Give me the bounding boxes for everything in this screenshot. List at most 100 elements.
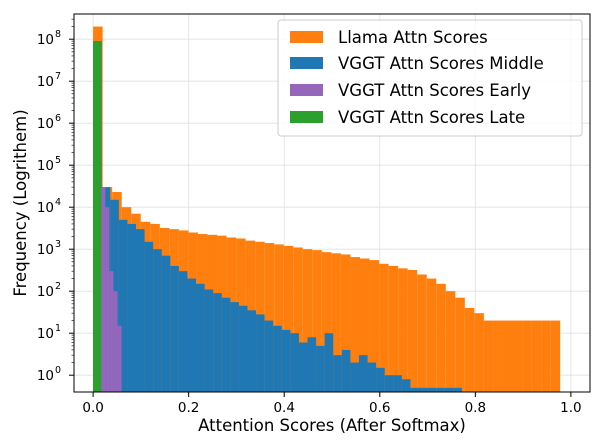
legend-box (277, 19, 583, 137)
x-tick-label: 0.8 (465, 400, 486, 416)
bar (324, 333, 334, 392)
bar (204, 289, 214, 392)
series-3-bars (93, 41, 102, 392)
x-tick-label: 0.6 (369, 400, 390, 416)
y-tick-exponent: 1 (55, 323, 61, 334)
x-tick-label: 0.2 (178, 400, 199, 416)
y-tick-label: 10 (37, 158, 54, 174)
bar (455, 297, 465, 392)
bar (445, 291, 456, 392)
bar (531, 320, 542, 392)
bar (264, 243, 275, 392)
bar (340, 254, 351, 392)
y-tick-exponent: 4 (55, 197, 61, 208)
y-tick-exponent: 3 (55, 239, 61, 250)
bar (187, 278, 197, 392)
x-axis-ticks: 0.0 0.2 0.4 0.6 0.8 1.0 (82, 392, 582, 416)
bar (312, 250, 322, 392)
bar (281, 329, 291, 392)
legend-swatch-vggt-early (290, 84, 323, 96)
y-tick-label: 10 (37, 74, 54, 90)
y-axis-label: Frequency (Logrithem) (11, 109, 30, 296)
y-tick-exponent: 6 (55, 113, 61, 124)
y-tick-exponent: 2 (55, 281, 61, 292)
bar (153, 249, 162, 392)
plot-frame (73, 13, 591, 393)
bar (410, 387, 420, 392)
bar (178, 271, 188, 392)
bar (550, 320, 561, 392)
bar (105, 207, 110, 392)
bar (436, 283, 446, 392)
bar (350, 257, 360, 392)
bar (444, 387, 454, 392)
bar (436, 387, 445, 392)
bar (118, 219, 128, 392)
bar (388, 265, 399, 392)
bar (419, 387, 428, 392)
bar (302, 249, 313, 392)
legend-label-llama: Llama Attn Scores (338, 28, 488, 47)
bar (117, 325, 122, 392)
histogram-bars (93, 26, 561, 392)
y-tick-exponent: 0 (55, 365, 61, 376)
bar (512, 320, 523, 392)
bar (398, 268, 408, 392)
x-tick-label: 0.4 (273, 400, 294, 416)
x-tick-label: 1.0 (560, 400, 581, 416)
bar (113, 291, 118, 392)
bar (453, 387, 462, 392)
y-tick-label: 10 (37, 242, 54, 258)
bar (502, 320, 513, 392)
bar (298, 342, 308, 392)
legend-swatch-vggt-middle (290, 57, 323, 69)
bar (230, 302, 239, 392)
bar (369, 260, 380, 392)
legend: Llama Attn Scores VGGT Attn Scores Middl… (277, 19, 583, 137)
bar (541, 320, 551, 392)
x-axis-label: Attention Scores (After Softmax) (198, 416, 466, 435)
bar (474, 313, 484, 392)
bar (127, 223, 136, 392)
y-tick-label: 10 (37, 116, 54, 132)
bar (221, 297, 231, 392)
bar (316, 345, 325, 392)
bar (274, 244, 284, 392)
y-tick-exponent: 5 (55, 155, 61, 166)
bar (379, 263, 389, 392)
bar (522, 320, 532, 392)
bar (417, 274, 427, 392)
legend-label-vggt-middle: VGGT Attn Scores Middle (338, 54, 544, 73)
bar (401, 379, 411, 392)
bar (273, 325, 282, 392)
bar (321, 252, 332, 392)
bar (161, 255, 171, 392)
bar (359, 258, 370, 392)
bar (283, 245, 294, 392)
bar (393, 375, 402, 392)
bar (350, 362, 359, 392)
x-tick-label: 0.0 (82, 400, 103, 416)
bar (307, 337, 317, 392)
bar (135, 229, 145, 392)
bar (376, 367, 385, 392)
bar (464, 307, 475, 392)
bar (427, 387, 437, 392)
bar (341, 349, 351, 392)
y-tick-label: 10 (37, 200, 54, 216)
bar (101, 187, 106, 392)
bar (170, 265, 179, 392)
bar (109, 271, 114, 392)
y-tick-label: 10 (37, 32, 54, 48)
bar (93, 41, 102, 392)
bar (247, 310, 257, 392)
y-tick-exponent: 8 (55, 29, 61, 40)
bar (407, 269, 418, 392)
bar (331, 253, 341, 392)
bar (213, 293, 222, 392)
legend-swatch-llama (290, 31, 323, 43)
bar (196, 283, 205, 392)
y-tick-label: 10 (37, 284, 54, 300)
